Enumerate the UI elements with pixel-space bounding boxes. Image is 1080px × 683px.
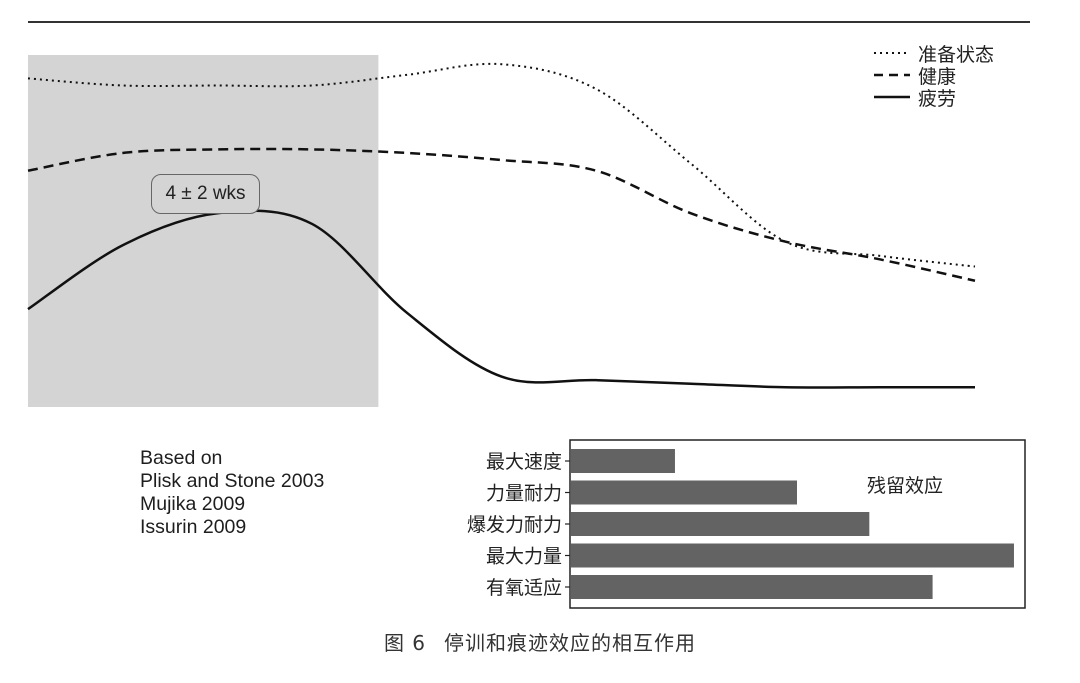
bar-1 [571, 480, 797, 505]
legend-label-fatigue: 疲劳 [918, 87, 957, 110]
taper-duration-text: 4 ± 2 wks [165, 183, 246, 204]
line-chart [27, 55, 976, 407]
bar-chart-title: 残留效应 [867, 475, 943, 497]
solid-line-swatch-icon [874, 95, 910, 99]
top-rule [28, 21, 1030, 23]
bar-label-0: 最大速度 [486, 451, 562, 473]
bar-0 [571, 449, 675, 473]
legend-item-readiness: 准备状态 [872, 42, 995, 66]
figure-caption-text: 停训和痕迹效应的相互作用 [444, 631, 697, 655]
bar-label-1: 力量耐力 [486, 483, 562, 505]
line-series-fitness [27, 147, 976, 282]
line-series-fatigue [27, 209, 975, 389]
source-line-0: Based on [140, 447, 223, 469]
bar-label-4: 有氧适应 [486, 577, 562, 599]
legend-label-readiness: 准备状态 [918, 43, 995, 66]
legend-item-fitness: 健康 [872, 64, 994, 88]
line-series-readiness [27, 62, 976, 268]
chart-legend: 准备状态 健康 疲劳 [872, 42, 995, 110]
line-series-group [27, 62, 976, 389]
bar-2 [571, 512, 870, 536]
figure-caption: 图 6 停训和痕迹效应的相互作用 [0, 627, 1080, 656]
source-line-1: Plisk and Stone 2003 [140, 470, 325, 492]
taper-duration-label: 4 ± 2 wks [151, 174, 260, 214]
legend-item-fatigue: 疲劳 [872, 86, 994, 110]
source-line-2: Mujika 2009 [140, 493, 246, 515]
dotted-line-swatch-icon [874, 52, 910, 54]
dashed-line-swatch-icon [874, 73, 910, 77]
figure-number: 图 6 [383, 631, 427, 655]
bar-4 [571, 575, 933, 599]
bar-3 [571, 543, 1014, 568]
bar-label-3: 最大力量 [486, 546, 562, 568]
bar-label-2: 爆发力耐力 [467, 514, 562, 536]
taper-shaded-region [28, 55, 379, 407]
source-line-3: Issurin 2009 [140, 516, 247, 538]
source-references: Based on Plisk and Stone 2003 Mujika 200… [140, 447, 324, 539]
legend-label-fitness: 健康 [918, 65, 957, 88]
